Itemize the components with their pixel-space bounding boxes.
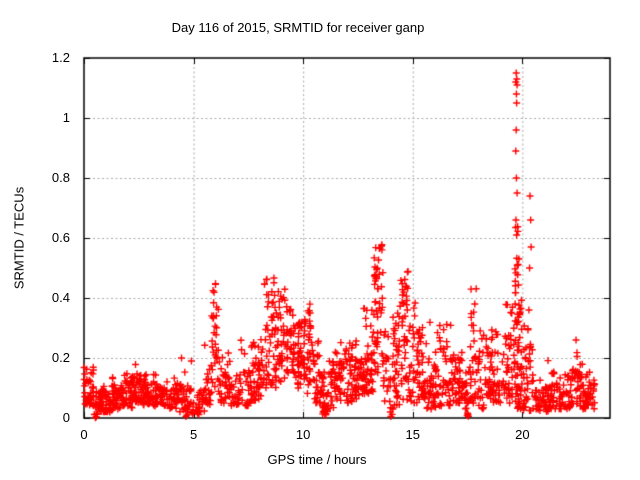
x-tick-label: 20 [515,427,530,442]
chart-title: Day 116 of 2015, SRMTID for receiver gan… [171,20,425,35]
y-tick-label: 1.2 [51,50,70,65]
x-tick-label: 10 [295,427,311,442]
y-tick-label: 0.8 [51,170,70,185]
y-tick-label: 0.6 [51,230,70,245]
y-tick-label: 0.2 [51,350,70,365]
y-tick-label: 0.4 [51,290,70,305]
y-tick-label: 1 [62,110,70,125]
x-tick-label: 15 [405,427,420,442]
y-tick-label: 0 [62,410,70,425]
x-tick-label: 0 [80,427,88,442]
x-tick-label: 5 [189,427,198,442]
x-axis-label: GPS time / hours [267,452,367,467]
